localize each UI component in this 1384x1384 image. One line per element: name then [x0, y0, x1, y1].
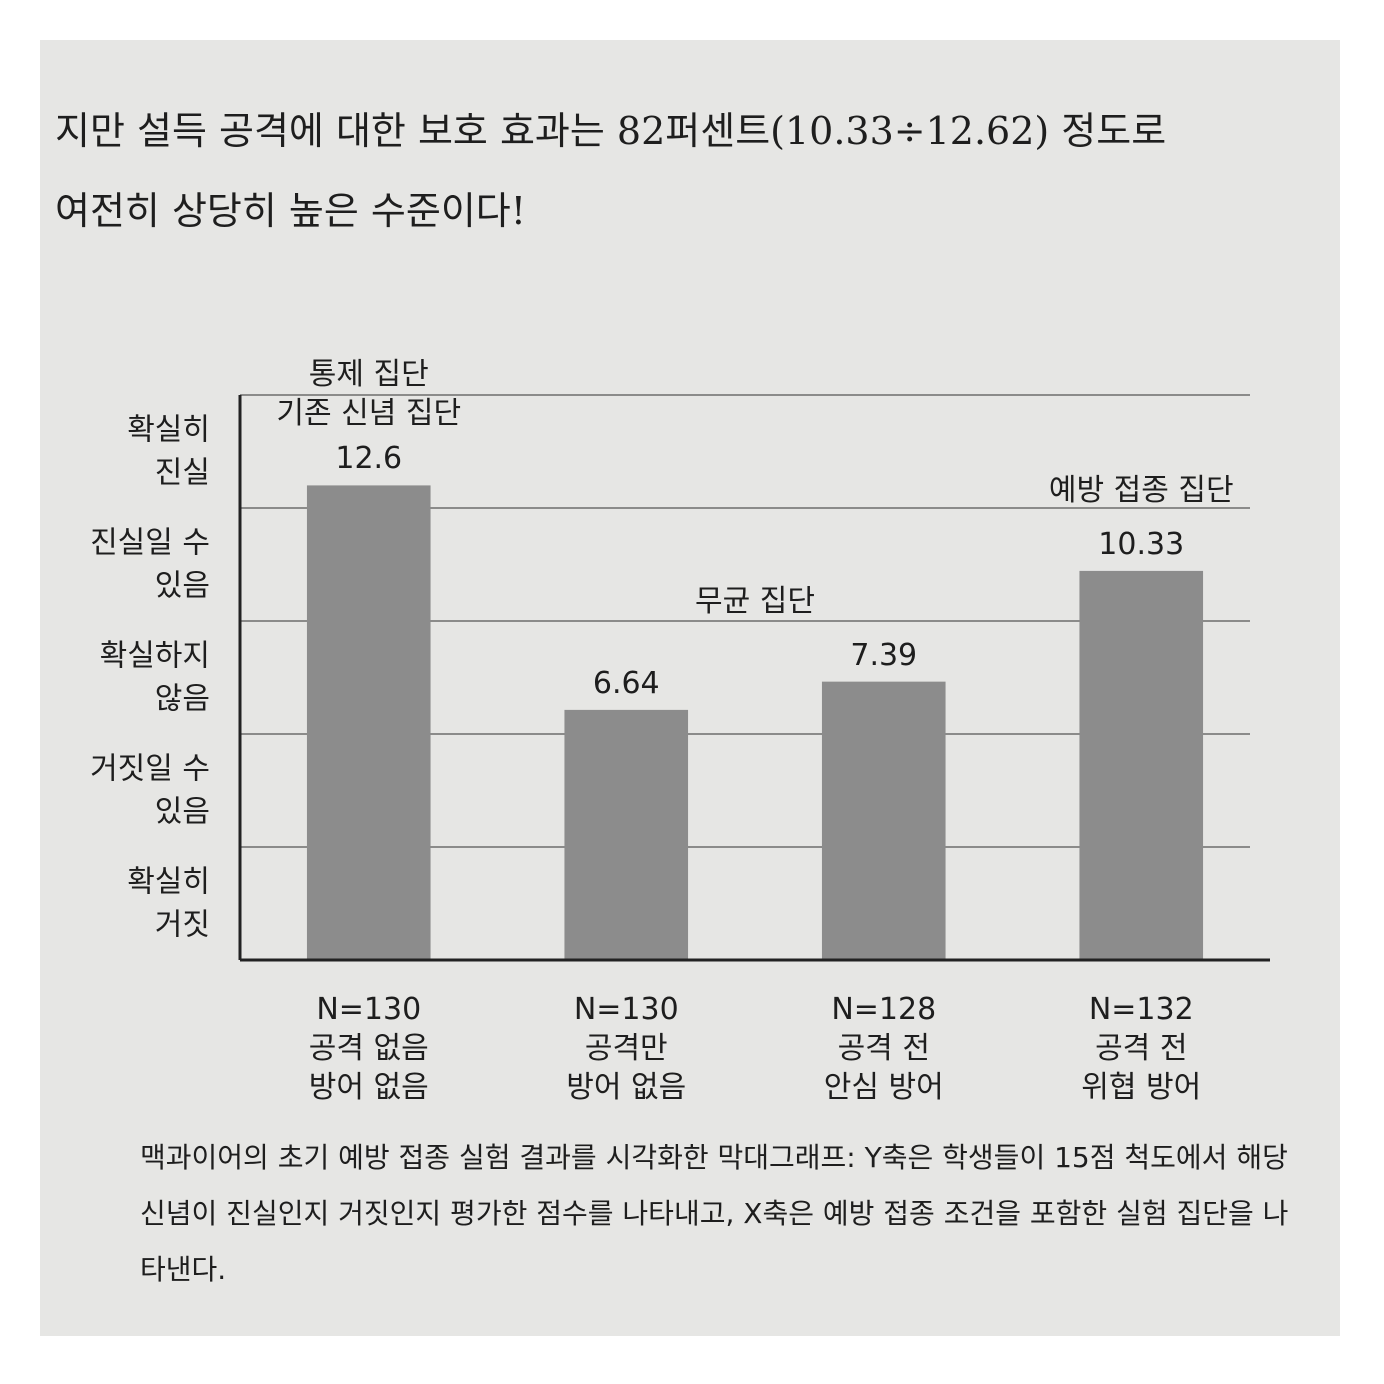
- bar: [1079, 570, 1204, 960]
- x-tick-label: N=132 공격 전 위협 방어: [1081, 992, 1202, 1105]
- value-label: 7.39: [850, 637, 918, 673]
- value-label: 6.64: [592, 665, 660, 701]
- y-tick-label: 진실일 수 있음: [90, 525, 210, 604]
- y-tick-label: 확실히 거짓: [127, 864, 210, 943]
- bar: [306, 485, 431, 960]
- bar: [821, 681, 946, 960]
- x-tick-label: N=130 공격만 방어 없음: [566, 992, 687, 1105]
- x-tick-label: N=128 공격 전 안심 방어: [823, 992, 944, 1105]
- group-label: 무균 집단: [695, 583, 815, 619]
- body-text: 여전히 상당히 높은 수준이다!: [55, 189, 527, 233]
- value-label: 12.6: [335, 441, 403, 477]
- value-label: 10.33: [1098, 526, 1185, 562]
- x-tick-label: N=130 공격 없음 방어 없음: [308, 992, 429, 1105]
- y-tick-label: 확실히 진실: [127, 412, 210, 491]
- caption: 맥과이어의 초기 예방 접종 실험 결과를 시각화한 막대그래프: Y축은 학생…: [140, 1141, 1289, 1286]
- y-tick-label: 확실하지 않음: [99, 638, 210, 717]
- bar: [564, 709, 689, 960]
- group-label: 예방 접종 집단: [1048, 472, 1234, 508]
- y-tick-label: 거짓일 수 있음: [90, 751, 210, 830]
- body-text: 지만 설득 공격에 대한 보호 효과는 82퍼센트(10.33÷12.62) 정…: [55, 109, 1167, 153]
- group-label: 통제 집단 기존 신념 집단: [276, 357, 462, 432]
